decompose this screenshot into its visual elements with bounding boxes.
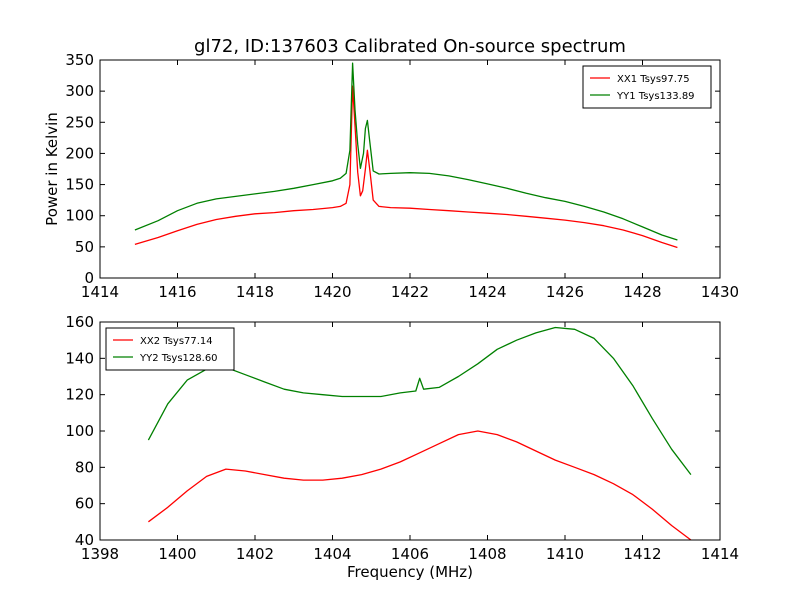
x-tick-label: 1408 bbox=[468, 545, 506, 563]
y-tick-label: 0 bbox=[84, 269, 94, 287]
x-tick-label: 1416 bbox=[158, 283, 196, 301]
x-tick-label: 1404 bbox=[313, 545, 351, 563]
y-tick-label: 350 bbox=[65, 51, 94, 69]
legend-entry: XX2 Tsys77.14 bbox=[140, 336, 213, 347]
legend-box bbox=[582, 65, 712, 109]
y-tick-label: 250 bbox=[65, 113, 94, 131]
x-tick-label: 1402 bbox=[236, 545, 274, 563]
legend-entry: YY1 Tsys133.89 bbox=[616, 91, 695, 102]
y-tick-label: 60 bbox=[75, 495, 94, 513]
y-tick-label: 100 bbox=[65, 422, 94, 440]
x-tick-label: 1424 bbox=[468, 283, 506, 301]
x-axis-label: Frequency (MHz) bbox=[347, 563, 473, 581]
x-tick-label: 1414 bbox=[81, 283, 119, 301]
y-tick-label: 200 bbox=[65, 144, 94, 162]
y-tick-label: 100 bbox=[65, 207, 94, 225]
y-tick-label: 120 bbox=[65, 386, 94, 404]
legend: XX2 Tsys77.14 YY2 Tsys128.60 bbox=[105, 327, 235, 371]
legend-entry: YY2 Tsys128.60 bbox=[139, 353, 218, 364]
x-tick-label: 1420 bbox=[313, 283, 351, 301]
x-tick-label: 1406 bbox=[391, 545, 429, 563]
bottom-spectrum-plot: 1398 1400 1402 1404 1406 1408 1410 1412 1414 40 60… bbox=[65, 313, 739, 563]
x-tick-label: 1422 bbox=[391, 283, 429, 301]
y-tick-label: 140 bbox=[65, 349, 94, 367]
y-tick-label: 150 bbox=[65, 176, 94, 194]
y-tick-label: 80 bbox=[75, 458, 94, 476]
x-tick-label: 1430 bbox=[701, 283, 739, 301]
series-line-1 bbox=[134, 85, 678, 249]
x-tick-label: 1400 bbox=[158, 545, 196, 563]
legend-box bbox=[105, 327, 235, 371]
series-line-2 bbox=[147, 326, 692, 475]
y-tick-label: 160 bbox=[65, 313, 94, 331]
x-tick-label: 1414 bbox=[701, 545, 739, 563]
x-tick-label: 1426 bbox=[546, 283, 584, 301]
x-tick-label: 1398 bbox=[81, 545, 119, 563]
legend-entry: XX1 Tsys97.75 bbox=[617, 74, 690, 85]
x-tick-label: 1412 bbox=[623, 545, 661, 563]
top-spectrum-plot: 1414 1416 1418 1420 1422 1424 1426 1428 1430 0 50 1… bbox=[43, 51, 739, 301]
y-tick-label: 300 bbox=[65, 82, 94, 100]
y-axis-label: Power in Kelvin bbox=[43, 112, 61, 226]
x-tick-label: 1418 bbox=[236, 283, 274, 301]
series-line-2 bbox=[134, 62, 678, 241]
legend: XX1 Tsys97.75 YY1 Tsys133.89 bbox=[582, 65, 712, 109]
figure-title: gl72, ID:137603 Calibrated On-source spe… bbox=[194, 36, 626, 57]
y-tick-label: 50 bbox=[75, 238, 94, 256]
y-tick-label: 40 bbox=[75, 531, 94, 549]
x-tick-label: 1428 bbox=[623, 283, 661, 301]
series-line-1 bbox=[148, 430, 692, 541]
x-tick-label: 1410 bbox=[546, 545, 584, 563]
